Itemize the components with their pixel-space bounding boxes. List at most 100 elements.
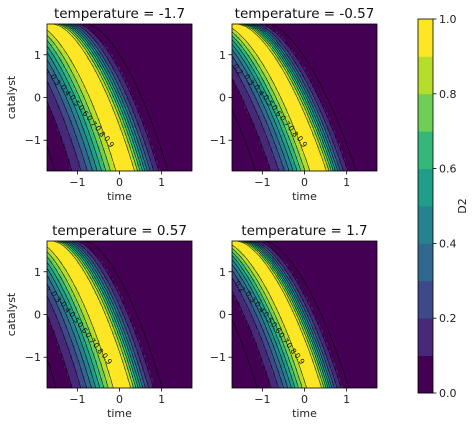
contour-cell [84,246,88,250]
contour-cell [49,100,53,104]
contour-cell [97,163,101,167]
contour-cell [52,273,56,278]
contour-cell [262,143,266,147]
contour-cell [79,145,83,149]
contour-cell [64,69,68,73]
contour-cell [69,31,73,35]
contour-cell [284,94,288,99]
contour-cell [299,153,303,157]
contour-cell [57,289,61,293]
contour-cell [342,160,346,164]
contour-cell [79,306,83,311]
contour-cell [69,342,73,346]
contour-cell [144,160,148,164]
contour-cell [57,332,61,336]
contour-cell [77,56,81,61]
contour-cell [134,163,138,167]
contour-cell [139,367,143,371]
contour-cell [307,112,311,116]
contour-cell [114,120,118,124]
contour-cell [334,143,338,147]
contour-cell [284,158,288,162]
contour-cell [67,273,71,278]
contour-cell [114,367,118,371]
contour-cell [74,34,78,38]
contour-cell [262,49,266,53]
contour-cell [117,168,121,171]
contour-cell [69,92,73,96]
contour-cell [112,112,116,116]
contour-cell [72,367,76,371]
contour-cell [269,143,273,147]
contour-cell [282,49,286,53]
contour-cell [247,79,251,83]
contour-cell [69,160,73,164]
contour-cell [54,334,58,338]
contour-cell [327,120,331,124]
contour-cell [314,94,318,99]
contour-cell [69,56,73,61]
contour-cell [99,317,103,321]
contour-cell [74,77,78,81]
contour-cell [77,248,81,252]
contour-cell [94,160,98,164]
contour-cell [267,54,271,58]
contour-cell [82,138,86,142]
contour-cell [54,110,58,114]
contour-cell [92,92,96,96]
contour-cell [324,120,328,124]
contour-cell [64,62,68,66]
contour-cell [67,31,71,35]
contour-cell [94,306,98,311]
contour-cell [287,62,291,66]
contour-cell [89,329,93,333]
contour-cell [69,332,73,336]
contour-cell [249,36,253,40]
contour-cell [137,168,141,171]
contour-cell [89,273,93,278]
contour-cell [294,168,298,171]
contour-cell [89,344,93,349]
contour-cell [82,266,86,270]
contour-cell [309,84,313,88]
contour-cell [47,304,51,308]
contour-cell [249,79,253,83]
contour-cell [92,120,96,124]
contour-cell [67,324,71,328]
contour-cell [89,122,93,126]
contour-cell [119,155,123,159]
contour-cell [237,77,241,81]
contour-cell [302,69,306,73]
contour-cell [92,306,96,311]
contour-cell [339,168,343,171]
contour-cell [289,102,293,106]
contour-cell [97,329,101,333]
contour-cell [117,155,121,159]
contour-cell [109,127,113,132]
contour-cell [279,105,283,109]
contour-cell [307,82,311,86]
contour-cell [52,97,56,101]
contour-cell [87,289,91,293]
contour-cell [262,69,266,73]
contour-cell [69,327,73,331]
contour-cell [64,281,68,285]
y-axis-label: catalyst [5,75,18,119]
contour-cell [72,168,76,171]
contour-cell [89,367,93,371]
contour-cell [252,97,256,101]
contour-cell [102,145,106,149]
x-tick-label: 1 [343,176,350,189]
contour-cell [274,120,278,124]
contour-cell [302,153,306,157]
contour-cell [114,357,118,361]
contour-cell [89,163,93,167]
contour-cell [97,309,101,313]
contour-cell [57,324,61,328]
contour-cell [97,67,101,71]
contour-cell [142,155,146,159]
contour-cell [322,165,326,170]
contour-cell [254,46,258,50]
contour-cell [64,286,68,290]
contour-cell [319,115,323,119]
